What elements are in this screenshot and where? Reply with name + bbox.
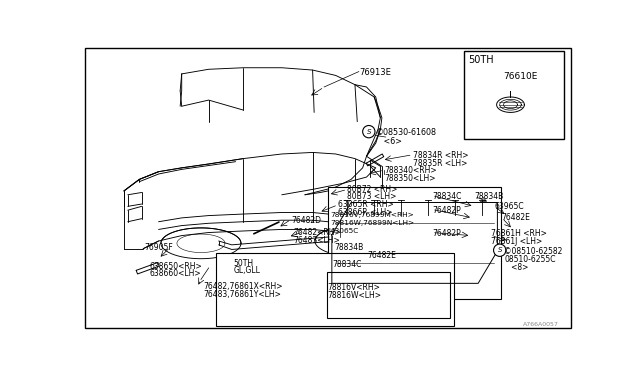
- Text: 78816W<LH>: 78816W<LH>: [327, 291, 381, 300]
- Bar: [328, 187, 501, 299]
- Text: ©08530-61608: ©08530-61608: [376, 128, 436, 137]
- Text: 76482E: 76482E: [367, 251, 396, 260]
- Circle shape: [493, 244, 506, 256]
- Text: 76483,76861Y<LH>: 76483,76861Y<LH>: [204, 289, 281, 298]
- Text: 76905F: 76905F: [145, 243, 173, 252]
- Text: S: S: [367, 129, 371, 135]
- Text: 78834C: 78834C: [332, 260, 361, 269]
- Text: 63866R <LH>: 63866R <LH>: [338, 208, 392, 217]
- Text: 78816V,76899M<RH>: 78816V,76899M<RH>: [330, 212, 414, 218]
- Text: 76482E: 76482E: [501, 212, 530, 221]
- Text: A766A0057: A766A0057: [523, 322, 559, 327]
- Text: 76610E: 76610E: [503, 73, 537, 81]
- Bar: [327, 272, 451, 318]
- Bar: [216, 253, 454, 326]
- Text: 76483<LH>: 76483<LH>: [293, 235, 340, 245]
- Text: <8>: <8>: [504, 263, 529, 272]
- Text: <6>: <6>: [376, 137, 402, 146]
- Bar: [464, 51, 564, 140]
- Text: 76913E: 76913E: [359, 68, 390, 77]
- Text: 78835R <LH>: 78835R <LH>: [413, 158, 467, 168]
- Text: 76861H <RH>: 76861H <RH>: [492, 230, 547, 238]
- Text: 50TH: 50TH: [468, 55, 494, 65]
- Text: 08510-6255C: 08510-6255C: [504, 255, 556, 264]
- Text: 788350<LH>: 788350<LH>: [384, 174, 436, 183]
- Text: 638650<RH>: 638650<RH>: [149, 262, 202, 271]
- Text: 638660<LH>: 638660<LH>: [149, 269, 201, 279]
- Text: 78816W,76899N<LH>: 78816W,76899N<LH>: [330, 220, 415, 226]
- Text: 76861J <LH>: 76861J <LH>: [492, 237, 543, 246]
- Text: 63065C: 63065C: [330, 228, 358, 234]
- Text: 76482,76861X<RH>: 76482,76861X<RH>: [204, 282, 283, 291]
- Text: S: S: [497, 247, 502, 253]
- Text: 78834R <RH>: 78834R <RH>: [413, 151, 468, 160]
- Text: 50TH: 50TH: [234, 259, 253, 268]
- Text: 78834C: 78834C: [432, 192, 461, 202]
- Text: 76482<RH>: 76482<RH>: [293, 228, 341, 237]
- Text: 78816V<RH>: 78816V<RH>: [327, 283, 380, 292]
- Text: 78834B: 78834B: [474, 192, 504, 202]
- Text: 63065R <RH>: 63065R <RH>: [338, 200, 394, 209]
- Text: 78834B: 78834B: [334, 243, 364, 252]
- Text: 76482P: 76482P: [432, 230, 461, 238]
- Text: 788340<RH>: 788340<RH>: [384, 166, 437, 175]
- Text: 76482D: 76482D: [291, 216, 321, 225]
- Text: ©08510-62582: ©08510-62582: [504, 247, 563, 256]
- Text: 76482P: 76482P: [432, 206, 461, 215]
- Circle shape: [363, 125, 375, 138]
- Text: 63965C: 63965C: [494, 202, 524, 211]
- Text: GL,GLL: GL,GLL: [234, 266, 260, 275]
- Text: 80B72 <RH>: 80B72 <RH>: [348, 185, 397, 194]
- Text: 80B73 <LH>: 80B73 <LH>: [348, 192, 397, 202]
